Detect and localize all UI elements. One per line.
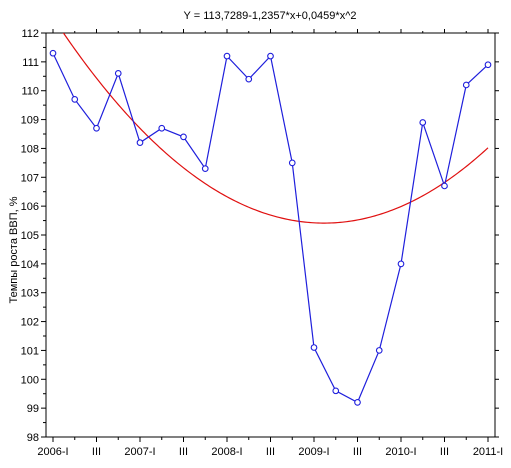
fit-curve — [62, 33, 489, 224]
x-tick-label: 2009-I — [298, 446, 329, 458]
data-point — [136, 139, 144, 147]
data-point — [201, 165, 209, 172]
x-tick-label: 2006-I — [37, 446, 68, 458]
chart-title: Y = 113,7289-1,2357*x+0,0459*x^2 — [184, 10, 357, 22]
data-point — [288, 159, 296, 167]
series-layer — [49, 33, 492, 406]
data-point — [114, 70, 122, 77]
data-point — [310, 344, 318, 351]
x-axis: 2006-I III 2007-I III 2008-I III 2009-I III 2010… — [37, 29, 503, 458]
x-tick-label: 2011-I — [473, 446, 503, 458]
y-tick-label: 100 — [21, 374, 39, 386]
y-tick-label: 109 — [21, 115, 39, 127]
data-point — [419, 119, 427, 126]
y-axis: 98 99 100 101 102 103 104 105 106 107 108 109 110 111… — [21, 28, 499, 444]
x-tick-label: III — [440, 446, 449, 458]
x-tick-label: III — [266, 446, 275, 458]
data-point — [180, 133, 187, 141]
data-point — [462, 81, 470, 89]
data-point — [354, 399, 361, 406]
y-axis-label: Темпы роста ВВП, % — [8, 196, 20, 303]
x-tick-label: 2010-I — [385, 446, 416, 458]
x-tick-label: III — [353, 446, 362, 458]
y-tick-label: 112 — [21, 28, 39, 40]
x-tick-label: 2007-I — [124, 446, 155, 458]
x-tick-label: III — [179, 446, 188, 458]
y-tick-label: 102 — [21, 317, 39, 329]
data-point — [397, 260, 405, 268]
y-tick-label: 108 — [21, 143, 39, 155]
data-point — [267, 52, 274, 60]
y-tick-label: 98 — [27, 432, 39, 444]
y-tick-label: 110 — [21, 86, 39, 98]
data-point — [71, 96, 79, 103]
data-point — [332, 387, 340, 395]
data-point — [484, 61, 492, 69]
x-tick-label: III — [92, 446, 101, 458]
y-tick-label: 106 — [21, 201, 39, 213]
data-point — [158, 124, 166, 132]
data-point — [245, 75, 253, 83]
y-tick-label: 105 — [21, 230, 39, 242]
data-point — [49, 49, 57, 57]
plot-area — [45, 32, 496, 438]
y-tick-label: 107 — [21, 172, 39, 184]
data-point — [223, 52, 231, 60]
y-tick-label: 111 — [22, 57, 39, 69]
y-tick-label: 103 — [21, 288, 39, 300]
y-tick-label: 101 — [21, 345, 39, 357]
x-tick-label: 2008-I — [211, 446, 242, 458]
data-point — [375, 347, 383, 354]
y-tick-label: 104 — [21, 259, 39, 271]
data-point — [93, 124, 100, 132]
y-tick-label: 99 — [27, 403, 39, 415]
data-point — [441, 182, 448, 190]
